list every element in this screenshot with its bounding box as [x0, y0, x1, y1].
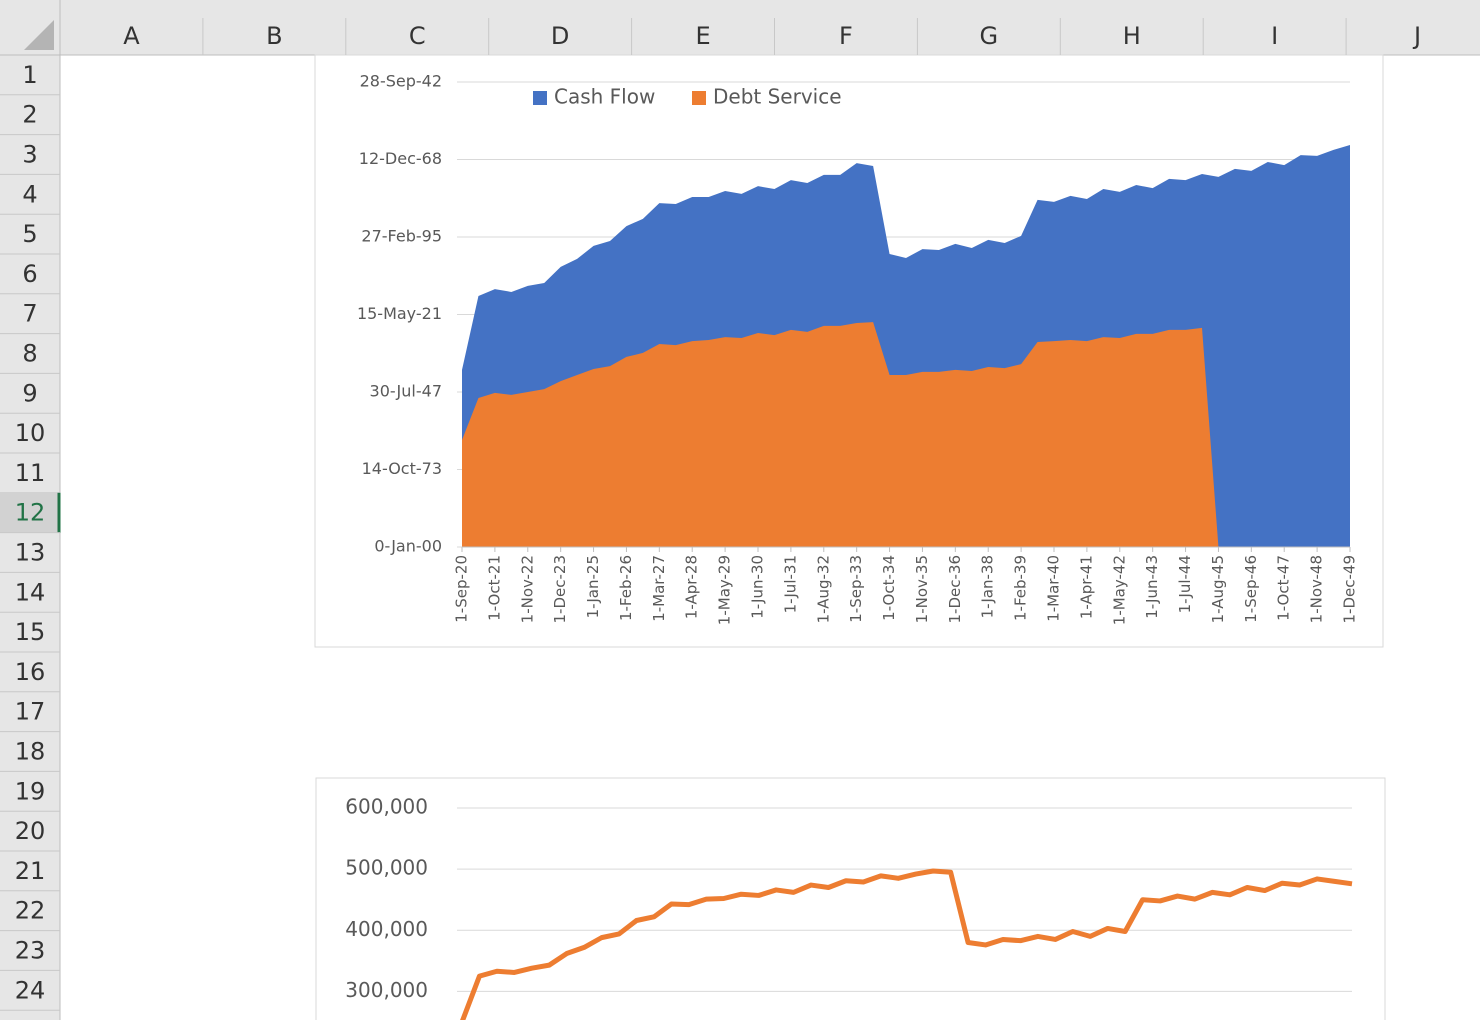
row-header[interactable]: 19	[15, 777, 46, 805]
y-tick-label: 14-Oct-73	[362, 459, 442, 478]
x-tick-label: 1-Aug-45	[1209, 555, 1227, 623]
x-tick-label: 1-Oct-47	[1275, 555, 1293, 621]
x-tick-label: 1-Dec-49	[1341, 555, 1359, 623]
row-header[interactable]: 20	[15, 817, 46, 845]
column-header[interactable]: G	[980, 22, 999, 50]
legend-label: Cash Flow	[554, 85, 655, 109]
legend-swatch	[692, 91, 706, 105]
column-header[interactable]: I	[1271, 22, 1278, 50]
row-header[interactable]: 11	[15, 459, 46, 487]
y-tick-label: 28-Sep-42	[360, 72, 442, 91]
x-tick-label: 1-Jun-30	[749, 555, 767, 619]
column-header[interactable]: A	[123, 22, 140, 50]
y-tick-label: 27-Feb-95	[361, 227, 442, 246]
column-header-bar	[0, 0, 1480, 55]
row-header[interactable]: 1	[22, 61, 37, 89]
x-tick-label: 1-Jan-38	[979, 555, 997, 618]
row-header[interactable]: 7	[22, 300, 37, 328]
row-header[interactable]: 16	[15, 658, 46, 686]
row-header[interactable]: 17	[15, 698, 46, 726]
x-tick-label: 1-Sep-20	[453, 555, 471, 623]
x-tick-label: 1-Apr-28	[683, 555, 701, 619]
x-tick-label: 1-May-29	[716, 555, 734, 625]
x-tick-label: 1-Jul-44	[1176, 555, 1194, 613]
x-tick-label: 1-Mar-27	[650, 555, 668, 622]
x-tick-label: 1-May-42	[1110, 555, 1128, 625]
row-header[interactable]: 2	[22, 101, 37, 129]
column-header[interactable]: B	[266, 22, 282, 50]
x-tick-label: 1-Apr-41	[1077, 555, 1095, 619]
column-header[interactable]: H	[1123, 22, 1141, 50]
selected-row-header	[0, 492, 60, 533]
x-tick-label: 1-Dec-23	[551, 555, 569, 623]
row-header[interactable]: 24	[15, 976, 46, 1004]
x-tick-label: 1-Jan-25	[584, 555, 602, 618]
row-header[interactable]: 13	[15, 539, 46, 567]
x-tick-label: 1-Nov-22	[518, 555, 536, 623]
select-all[interactable]	[24, 20, 54, 50]
row-header[interactable]: 4	[22, 180, 37, 208]
x-tick-label: 1-Oct-21	[485, 555, 503, 621]
line-series	[460, 868, 1353, 1020]
column-header[interactable]: F	[839, 22, 853, 50]
x-tick-label: 1-Jun-43	[1143, 555, 1161, 619]
row-header[interactable]: 21	[15, 857, 46, 885]
x-tick-label: 1-Nov-48	[1308, 555, 1326, 623]
row-header-bar	[0, 55, 60, 1020]
x-tick-label: 1-Dec-36	[946, 555, 964, 623]
y-tick-label: 600,000	[345, 795, 428, 819]
row-header[interactable]: 22	[15, 897, 46, 925]
y-tick-label: 30-Jul-47	[370, 382, 442, 401]
y-tick-label: 0-Jan-00	[374, 537, 442, 556]
y-tick-label: 12-Dec-68	[359, 149, 442, 168]
x-tick-label: 1-Aug-32	[814, 555, 832, 623]
column-header[interactable]: D	[551, 22, 569, 50]
x-tick-label: 1-Feb-39	[1012, 555, 1030, 621]
x-tick-label: 1-Nov-35	[913, 555, 931, 623]
area-series	[462, 322, 1350, 547]
y-tick-label: 500,000	[345, 856, 428, 880]
x-tick-label: 1-Oct-34	[880, 555, 898, 621]
row-header[interactable]: 8	[22, 340, 37, 368]
legend-swatch	[533, 91, 547, 105]
column-header[interactable]: C	[409, 22, 426, 50]
legend-label: Debt Service	[713, 85, 842, 109]
column-header[interactable]: E	[695, 22, 710, 50]
y-tick-label: 15-May-21	[357, 304, 442, 323]
row-header[interactable]: 5	[22, 220, 37, 248]
column-header[interactable]: J	[1412, 22, 1421, 50]
row-header[interactable]: 14	[15, 578, 46, 606]
y-tick-label: 400,000	[345, 917, 428, 941]
row-header[interactable]: 6	[22, 260, 37, 288]
x-tick-label: 1-Mar-40	[1045, 555, 1063, 622]
x-tick-label: 1-Sep-33	[847, 555, 865, 623]
row-header[interactable]: 9	[22, 379, 37, 407]
chart-frame[interactable]	[315, 777, 1386, 1020]
x-tick-label: 1-Feb-26	[617, 555, 635, 621]
row-header[interactable]: 10	[15, 419, 46, 447]
row-header[interactable]: 15	[15, 618, 46, 646]
x-tick-label: 1-Jul-31	[781, 555, 799, 613]
x-tick-label: 1-Sep-46	[1242, 555, 1260, 623]
row-header[interactable]: 12	[15, 499, 46, 527]
row-header[interactable]: 3	[22, 141, 37, 169]
row-header[interactable]: 18	[15, 738, 46, 766]
y-tick-label: 300,000	[345, 978, 428, 1002]
row-header[interactable]: 23	[15, 937, 46, 965]
